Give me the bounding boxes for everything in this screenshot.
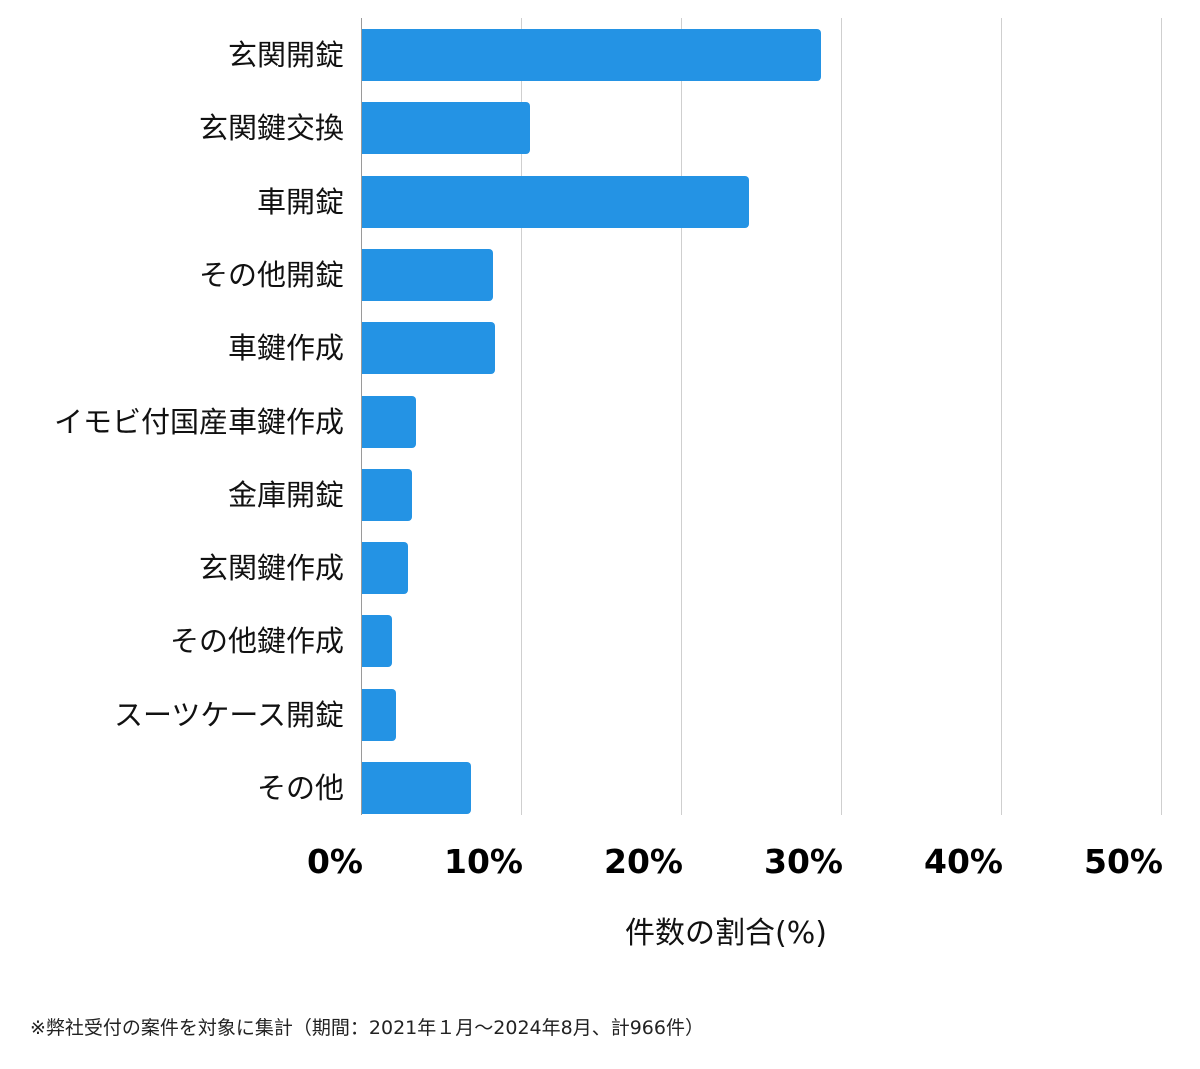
x-tick-label: 50%: [1084, 842, 1163, 881]
x-axis-title: 件数の割合(%): [625, 916, 827, 951]
category-label: 車鍵作成: [227, 331, 344, 366]
gridline: [361, 18, 362, 815]
bar: [362, 688, 396, 741]
category-label: その他開錠: [198, 257, 344, 292]
x-tick-label: 10%: [444, 842, 523, 881]
x-tick-label: 30%: [764, 842, 843, 881]
bar: [362, 615, 393, 668]
bar: [362, 248, 494, 301]
bar: [362, 322, 495, 375]
bar: [362, 395, 417, 448]
category-label: 玄関鍵交換: [198, 111, 344, 146]
footnote: ※弊社受付の案件を対象に集計（期間：2021年１月～2024年8月、計966件）: [30, 1017, 704, 1039]
category-label: イモビ付国産車鍵作成: [53, 404, 344, 439]
category-label: 車開錠: [256, 184, 344, 219]
gridline: [681, 18, 682, 815]
gridline: [521, 18, 522, 815]
category-label: 金庫開錠: [227, 477, 344, 512]
x-tick-label: 40%: [924, 842, 1003, 881]
bar: [362, 542, 409, 595]
bar: [362, 29, 822, 81]
category-label: スーツケース開錠: [114, 697, 344, 732]
category-label: その他鍵作成: [169, 624, 344, 659]
bar: [362, 102, 530, 155]
bar: [362, 762, 471, 814]
bar: [362, 468, 412, 521]
gridline: [1161, 18, 1162, 815]
category-label: 玄関鍵作成: [198, 551, 344, 586]
category-label: その他: [256, 771, 344, 805]
gridline: [1001, 18, 1002, 815]
gridline: [841, 18, 842, 815]
category-label: 玄関開錠: [227, 38, 344, 72]
x-tick-label: 0%: [306, 842, 363, 881]
bar: [362, 175, 750, 228]
x-tick-label: 20%: [604, 842, 683, 881]
